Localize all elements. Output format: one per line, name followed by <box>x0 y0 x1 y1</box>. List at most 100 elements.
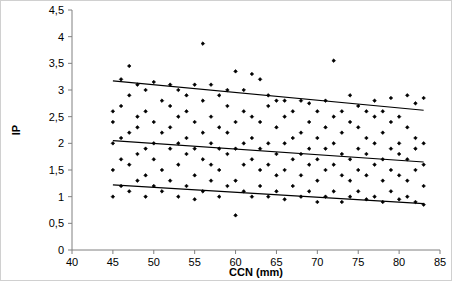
scatter-point <box>193 83 197 87</box>
y-tick <box>68 170 72 171</box>
scatter-point <box>291 136 295 140</box>
trend-line <box>113 141 424 162</box>
scatter-point <box>127 190 131 194</box>
scatter-point <box>250 136 254 140</box>
y-tick-label: 2,5 <box>49 111 64 123</box>
x-tick <box>276 250 277 254</box>
scatter-point <box>373 195 377 199</box>
scatter-point <box>111 110 115 114</box>
scatter-point <box>226 152 230 156</box>
scatter-point <box>266 142 270 146</box>
scatter-point <box>275 99 279 103</box>
scatter-point <box>365 152 369 156</box>
scatter-point <box>266 163 270 167</box>
scatter-point <box>193 174 197 178</box>
scatter-point <box>209 115 213 119</box>
scatter-point <box>258 184 262 188</box>
scatter-point <box>242 163 246 167</box>
scatter-point <box>111 120 115 124</box>
y-axis-title: IP <box>10 125 22 135</box>
scatter-point <box>397 142 401 146</box>
x-tick <box>440 250 441 254</box>
scatter-point <box>373 163 377 167</box>
outer-frame <box>1 1 452 281</box>
scatter-point <box>144 110 148 114</box>
scatter-point <box>185 152 189 156</box>
y-tick-label: 4,5 <box>49 4 64 16</box>
scatter-point <box>422 184 426 188</box>
scatter-point <box>201 158 205 162</box>
scatter-point <box>307 147 311 151</box>
scatter-point <box>217 126 221 130</box>
trend-line <box>113 185 424 204</box>
scatter-point <box>332 163 336 167</box>
scatter-point <box>250 72 254 76</box>
scatter-point <box>316 136 320 140</box>
scatter-point <box>185 94 189 98</box>
scatter-point <box>119 78 123 82</box>
scatter-point <box>201 131 205 135</box>
scatter-point <box>201 99 205 103</box>
scatter-point <box>316 110 320 114</box>
scatter-point <box>185 184 189 188</box>
scatter-point <box>381 131 385 135</box>
scatter-point <box>258 78 262 82</box>
scatter-point <box>250 158 254 162</box>
scatter-point <box>193 147 197 151</box>
scatter-point <box>422 163 426 167</box>
scatter-point <box>209 142 213 146</box>
scatter-point <box>168 126 172 130</box>
scatter-point <box>127 163 131 167</box>
scatter-point <box>397 115 401 119</box>
scatter-point <box>316 200 320 204</box>
scatter-point <box>332 59 336 63</box>
scatter-point <box>307 163 311 167</box>
scatter-point <box>226 184 230 188</box>
scatter-point <box>217 195 221 199</box>
x-tick <box>194 250 195 254</box>
scatter-point <box>283 142 287 146</box>
scatter-point <box>226 131 230 135</box>
scatter-point <box>258 120 262 124</box>
scatter-point <box>266 104 270 108</box>
scatter-point <box>160 190 164 194</box>
y-tick <box>68 223 72 224</box>
x-tick-label: 75 <box>352 256 364 268</box>
scatter-point <box>127 94 131 98</box>
x-tick-label: 45 <box>107 256 119 268</box>
scatter-point <box>381 179 385 183</box>
scatter-point <box>422 142 426 146</box>
x-tick-label: 70 <box>311 256 323 268</box>
scatter-point <box>340 110 344 114</box>
x-tick <box>72 250 73 254</box>
scatter-point <box>373 142 377 146</box>
y-tick-label: 1,5 <box>49 164 64 176</box>
scatter-point <box>242 142 246 146</box>
scatter-point <box>356 126 360 130</box>
x-tick <box>317 250 318 254</box>
scatter-point <box>111 195 115 199</box>
scatter-point <box>299 174 303 178</box>
scatter-point <box>177 163 181 167</box>
scatter-point <box>266 195 270 199</box>
x-tick <box>112 250 113 254</box>
scatter-point <box>332 190 336 194</box>
y-tick <box>68 63 72 64</box>
scatter-point <box>119 158 123 162</box>
scatter-point <box>258 168 262 172</box>
scatter-point <box>348 94 352 98</box>
scatter-point <box>217 168 221 172</box>
scatter-point <box>152 158 156 162</box>
scatter-point <box>226 104 230 108</box>
y-tick-label: 0,5 <box>49 217 64 229</box>
scatter-point <box>316 158 320 162</box>
scatter-point <box>397 152 401 156</box>
scatter-point <box>283 198 287 202</box>
x-tick-label: 85 <box>434 256 446 268</box>
scatter-point <box>136 115 140 119</box>
y-tick <box>68 250 72 251</box>
scatter-point <box>250 195 254 199</box>
scatter-point <box>119 136 123 140</box>
scatter-point <box>397 174 401 178</box>
scatter-point <box>160 131 164 135</box>
